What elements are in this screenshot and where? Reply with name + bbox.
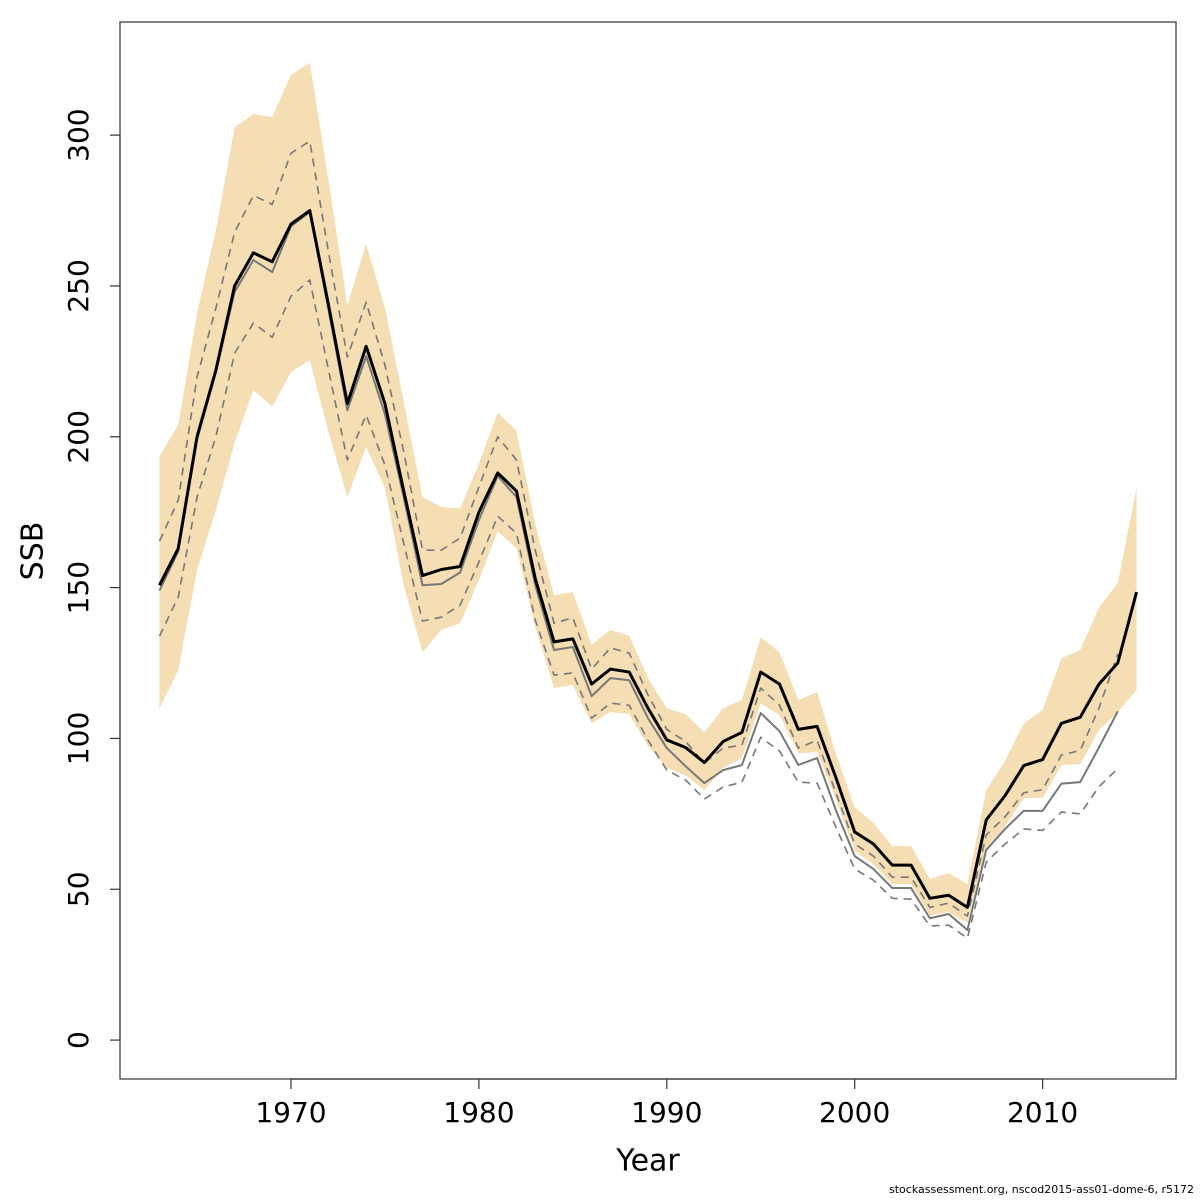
x-axis-title: Year — [615, 1144, 680, 1179]
y-tick-label: 0 — [62, 1031, 95, 1049]
y-tick-label: 50 — [62, 871, 95, 907]
x-tick-label: 1970 — [255, 1096, 326, 1129]
y-tick-label: 200 — [62, 410, 95, 463]
ssb-line — [158, 279, 1119, 939]
x-tick-label: 2000 — [819, 1096, 890, 1129]
y-tick-label: 300 — [62, 108, 95, 161]
ssb-line — [158, 140, 1119, 917]
ssb-line — [158, 209, 1138, 909]
x-tick-label: 2010 — [1007, 1096, 1078, 1129]
y-tick-label: 250 — [62, 259, 95, 312]
x-tick-label: 1990 — [631, 1096, 702, 1129]
footer: stockassessment.org, nscod2015-ass01-dom… — [889, 1183, 1194, 1196]
y-tick-label: 100 — [62, 712, 95, 765]
y-tick-label: 150 — [62, 561, 95, 614]
x-tick-label: 1980 — [443, 1096, 514, 1129]
confidence-band — [159, 62, 1137, 924]
y-axis-title: SSB — [16, 522, 51, 581]
